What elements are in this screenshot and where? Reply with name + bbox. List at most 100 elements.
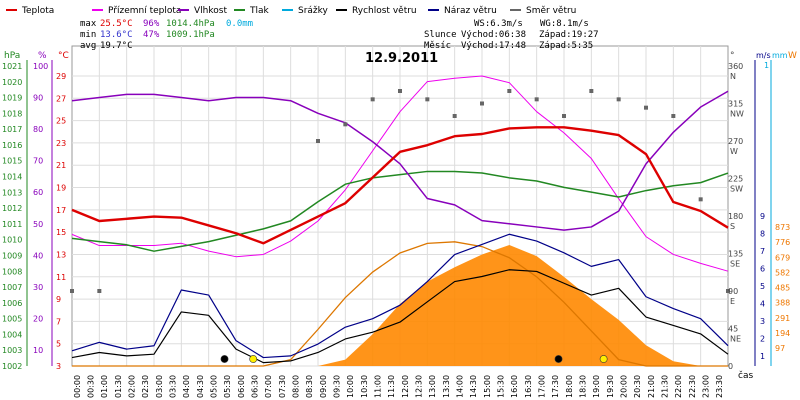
sun-moon-markers (220, 355, 608, 363)
tick-dir: W (730, 147, 738, 156)
tick-time: 00:30 (87, 375, 96, 398)
tick-time: 10:30 (360, 375, 369, 398)
tick-ms: 9 (760, 212, 765, 221)
tick-ms: 2 (760, 335, 765, 344)
tick-ms: 1 (760, 352, 765, 361)
wind-direction-point (70, 289, 74, 293)
wind-direction-point (534, 97, 539, 102)
tick-time: 01:00 (100, 375, 109, 398)
tick-w: 582 (775, 268, 790, 277)
tick-dir: NW (730, 110, 744, 119)
tick-pct: 60 (33, 188, 43, 197)
tick-time: 04:30 (196, 375, 205, 398)
wind-direction-point (726, 289, 730, 293)
tick-hpa: 1007 (2, 283, 22, 292)
tick-w: 97 (775, 344, 785, 353)
tick-time: 01:30 (114, 375, 123, 398)
tick-time: 10:00 (346, 375, 355, 398)
legend-item-prizemni-teplota[interactable]: Přízemní teplota (92, 6, 181, 16)
tick-hpa: 1009 (2, 251, 22, 260)
stats-max-press: 1014.4hPa (166, 19, 215, 29)
tick-dir: E (730, 297, 735, 306)
tick-time: 20:30 (633, 375, 642, 398)
wind-direction-point (97, 289, 102, 293)
tick-pct: 20 (33, 314, 43, 323)
legend-item-srazky[interactable]: Srážky (282, 6, 329, 16)
tick-c: 17 (56, 206, 66, 215)
stats-min-press: 1009.1hPa (166, 30, 215, 40)
tick-time: 20:00 (620, 375, 629, 398)
tick-deg: 225 (728, 175, 743, 184)
tick-pct: 100 (33, 62, 48, 71)
tick-c: 25 (56, 117, 66, 126)
series-rychlost-vetru (71, 269, 729, 364)
tick-time: 22:30 (688, 375, 697, 398)
tick-hpa: 1004 (2, 330, 22, 339)
tick-time: 08:00 (292, 375, 301, 398)
stats-max-temp: 25.5°C (100, 19, 133, 29)
tick-hpa: 1013 (2, 188, 22, 197)
tick-time: 02:00 (128, 375, 137, 398)
tick-c: 13 (56, 250, 66, 259)
tick-deg: 45 (728, 325, 738, 334)
series-tlak (71, 170, 729, 252)
tick-time: 13:30 (442, 375, 451, 398)
tick-pct: 70 (33, 157, 43, 166)
tick-hpa: 1008 (2, 267, 22, 276)
tick-time: 11:00 (374, 375, 383, 398)
tick-time: 21:00 (647, 375, 656, 398)
legend-item-smer-vetru[interactable]: Směr větru (510, 6, 576, 16)
tick-hpa: 1016 (2, 141, 22, 150)
tick-time: 16:00 (510, 375, 519, 398)
stats-max-hum: 96% (143, 19, 160, 29)
tick-c: 19 (56, 184, 66, 193)
tick-pct: 90 (33, 94, 43, 103)
svg-text:Srážky: Srážky (298, 6, 329, 16)
tick-deg: 180 (728, 212, 743, 221)
sun-set: Západ:19:27 (539, 30, 599, 40)
tick-time: 12:30 (415, 375, 424, 398)
tick-dir: SE (730, 260, 740, 269)
svg-text:Přízemní teplota: Přízemní teplota (108, 6, 181, 16)
tick-time: 03:00 (155, 375, 164, 398)
legend-item-naraz-vetru[interactable]: Náraz větru (428, 6, 497, 16)
moon-rise: Východ:17:48 (461, 41, 526, 51)
tick-c: 23 (56, 139, 66, 148)
tick-time: 19:30 (606, 375, 615, 398)
tick-deg: 315 (728, 100, 743, 109)
wind-direction-point (507, 89, 512, 93)
svg-text:Rychlost větru: Rychlost větru (352, 6, 417, 16)
tick-time: 11:30 (387, 375, 396, 398)
tick-pct: 30 (33, 283, 43, 292)
tick-time: 02:30 (141, 375, 150, 398)
legend-item-tlak[interactable]: Tlak (234, 6, 270, 16)
wind-ws: WS:6.3m/s (474, 19, 523, 29)
tick-deg: 270 (728, 137, 743, 146)
tick-hpa: 1003 (2, 346, 22, 355)
tick-hpa: 1011 (2, 220, 22, 229)
tick-hpa: 1017 (2, 125, 22, 134)
wind-direction-point (316, 139, 320, 143)
stats-min-temp: 13.6°C (100, 30, 133, 40)
wind-direction-point (644, 105, 648, 110)
wind-direction-point (425, 97, 430, 102)
tick-ms: 8 (760, 230, 765, 239)
stats-min-hum: 47% (143, 30, 160, 40)
tick-time: 12:00 (401, 375, 410, 398)
wind-direction-point (671, 114, 676, 118)
axis-label-w: W (788, 51, 797, 61)
legend-item-rychlost-vetru[interactable]: Rychlost větru (336, 6, 417, 16)
stats-max-label: max (80, 19, 97, 29)
tick-c: 5 (56, 340, 61, 349)
tick-time: 15:00 (483, 375, 492, 398)
legend-item-vlhkost[interactable]: Vlhkost (178, 6, 227, 16)
axis-label-pct: % (38, 51, 47, 61)
tick-dir: S (730, 222, 735, 231)
legend-item-teplota[interactable]: Teplota (6, 6, 54, 16)
tick-time: 16:30 (524, 375, 533, 398)
tick-c: 11 (56, 273, 66, 282)
series-teoreticka-radiace (72, 241, 728, 367)
tick-hpa: 1014 (2, 173, 22, 182)
wind-direction-point (698, 197, 703, 202)
wind-direction-point (343, 122, 348, 127)
